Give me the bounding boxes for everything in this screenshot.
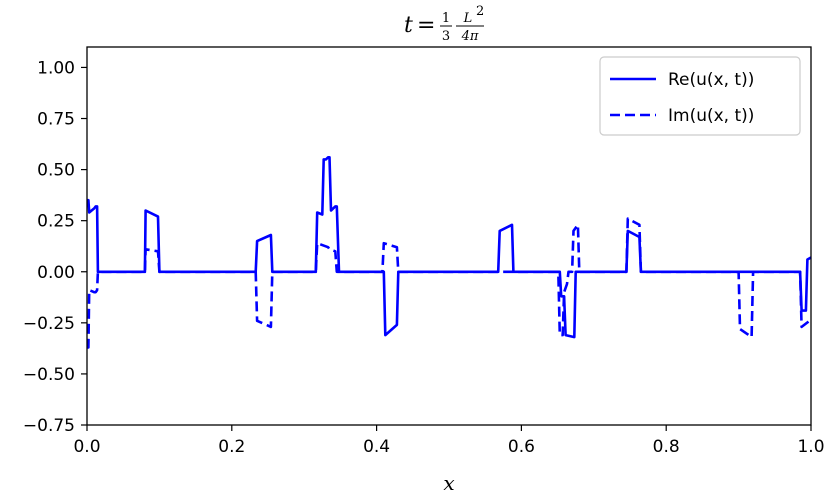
title-frac2-sup: 2 [476, 4, 484, 19]
x-tick-label: 0.2 [218, 437, 245, 457]
chart-title: t = 1 3L 2 4π [404, 4, 484, 44]
legend: Re(u(x, t)) Im(u(x, t)) [599, 56, 801, 136]
legend-label-re: Re(u(x, t)) [668, 70, 754, 90]
title-frac1-num: 1 [442, 11, 450, 26]
x-tick-label: 1.0 [797, 437, 824, 457]
x-axis-label: x [443, 471, 454, 495]
x-tick-label: 0.8 [653, 437, 680, 457]
y-tick-label: 1.00 [37, 58, 75, 78]
x-tick-label: 0.6 [508, 437, 535, 457]
y-ticks: −0.75 −0.50 −0.25 0.00 0.25 0.50 0.75 1.00 [23, 58, 87, 436]
title-variable: t [404, 13, 413, 38]
plot-series [87, 156, 813, 349]
y-tick-label: 0.25 [37, 212, 75, 232]
title-frac2-den: 4π [461, 29, 479, 44]
y-tick-label: 0.50 [37, 161, 75, 181]
title-equals: = [417, 13, 435, 38]
y-tick-label: 0.75 [37, 110, 75, 130]
x-tick-label: 0.0 [73, 437, 100, 457]
y-tick-label: −0.75 [23, 416, 75, 436]
y-tick-label: 0.00 [37, 263, 75, 283]
y-tick-label: −0.50 [23, 365, 75, 385]
x-ticks: 0.0 0.2 0.4 0.6 0.8 1.0 [73, 425, 825, 457]
title-frac2-num: L [463, 11, 473, 26]
plot-frame [86, 46, 812, 426]
x-tick-label: 0.4 [363, 437, 390, 457]
axes [86, 46, 812, 426]
y-tick-label: −0.25 [23, 314, 75, 334]
title-frac1-den: 3 [442, 29, 450, 44]
legend-label-im: Im(u(x, t)) [668, 106, 754, 126]
series-line-im [87, 217, 813, 349]
series-line-re [87, 156, 812, 339]
